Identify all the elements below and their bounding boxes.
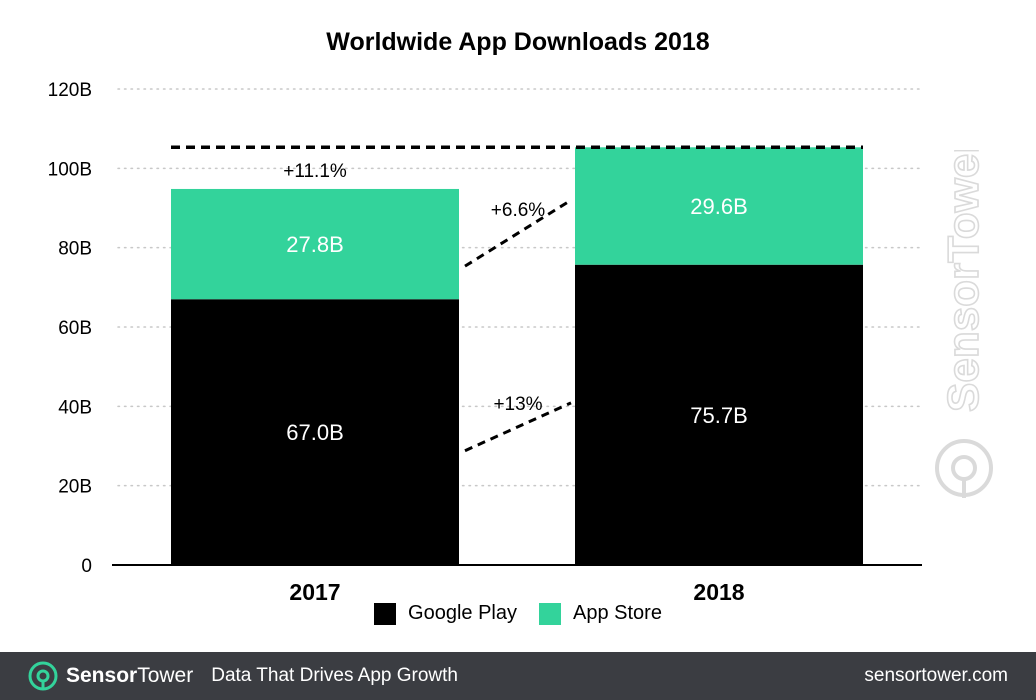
legend-item-app-store: App Store [539,602,662,625]
chart-title: Worldwide App Downloads 2018 [326,28,710,56]
y-tick-label: 80B [58,239,92,260]
annotation-app-store-growth: +6.6% [491,200,546,221]
annotation-total-growth: +11.1% [283,161,347,182]
chart-legend: Google Play App Store [0,602,1036,625]
legend-swatch-app-store [539,602,561,625]
bar-value-label: 27.8B [286,232,344,257]
connector-google-play [464,401,572,453]
y-tick-label: 40B [58,397,92,418]
y-tick-label: 100B [48,159,92,180]
footer-tagline: Data That Drives App Growth [211,665,458,686]
bar-google-play-2017 [171,299,459,565]
watermark-text: SensorTower [939,150,988,412]
footer-website-link[interactable]: sensortower.com [864,665,1008,686]
legend-label-app-store: App Store [573,602,662,624]
x-tick-label: 2017 [289,579,340,605]
legend-label-google-play: Google Play [408,602,517,624]
x-tick-label: 2018 [693,579,744,605]
y-tick-label: 20B [58,477,92,498]
footer-brand-suffix: Tower [137,664,194,687]
bar-app-store-2017 [171,188,459,300]
y-tick-label: 0 [81,556,92,577]
legend-swatch-google-play [374,602,397,625]
bar-value-label: 29.6B [690,194,748,219]
watermark-logo-icon [935,439,993,498]
sensortower-logo-icon [28,661,58,691]
annotation-google-play-growth: +13% [493,394,542,415]
connector-app-store [464,198,572,268]
bar-app-store-2018 [575,147,863,265]
bar-google-play-2018 [575,264,863,565]
footer-logo[interactable]: SensorTower [28,661,193,691]
footer-bar: SensorTower Data That Drives App Growth … [0,652,1036,700]
footer-brand-prefix: Sensor [66,664,138,687]
bar-value-label: 75.7B [690,403,748,428]
y-tick-label: 120B [48,80,92,101]
legend-item-google-play: Google Play [374,602,517,625]
footer-brand: SensorTower [66,664,193,688]
y-tick-label: 60B [58,318,92,339]
sensortower-watermark: SensorTower [932,136,996,510]
bar-value-label: 67.0B [286,420,344,445]
chart-plot: 0 20B 40B 60B 80B 100B 120B 67.0B 27.8B 2017 75.7B… [48,80,923,605]
